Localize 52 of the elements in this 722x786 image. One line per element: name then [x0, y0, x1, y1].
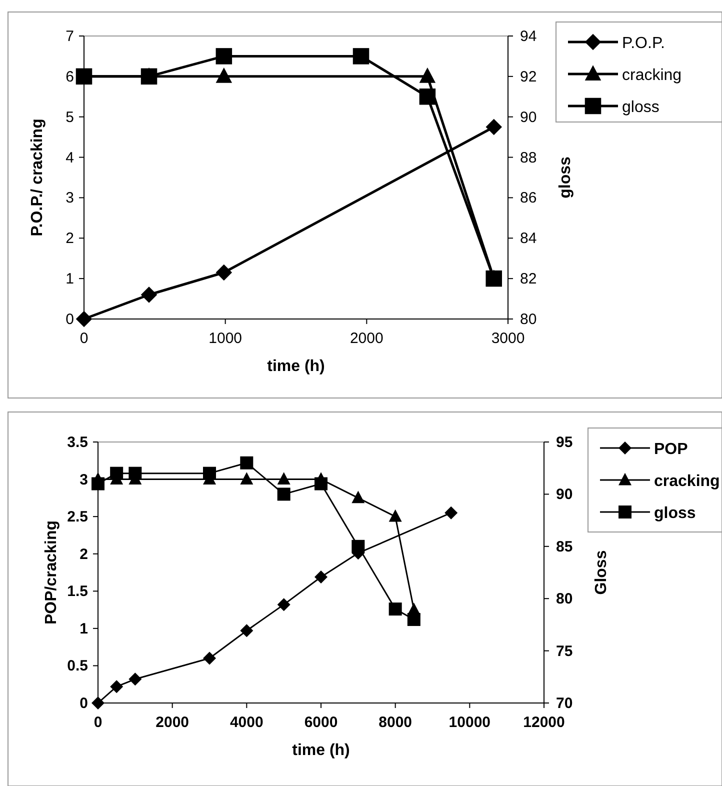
y2-tick-label: 70 [556, 695, 573, 712]
y2-tick-label: 86 [520, 190, 537, 207]
y-tick-label: 2 [80, 546, 88, 563]
x-tick-label: 3000 [491, 330, 525, 347]
y2-tick-label: 88 [520, 149, 537, 166]
legend-label: POP [654, 441, 688, 458]
y-tick-label: 7 [66, 28, 74, 45]
x-tick-label: 1000 [208, 330, 242, 347]
y2-tick-label: 94 [520, 28, 537, 45]
y-tick-label: 0.5 [67, 658, 88, 675]
y-tick-label: 2 [66, 230, 74, 248]
x-tick-label: 8000 [378, 714, 412, 731]
y2-tick-label: 85 [556, 538, 573, 556]
y-tick-label: 3 [80, 471, 88, 488]
y2-tick-label: 82 [520, 270, 537, 288]
y-tick-label: 3.5 [67, 434, 88, 451]
y2-tick-label: 75 [556, 642, 573, 660]
y-axis-title: P.O.P./ cracking [29, 118, 46, 236]
y2-axis-title: Gloss [593, 550, 610, 595]
y-tick-label: 5 [66, 108, 74, 126]
y-tick-label: 4 [66, 149, 74, 166]
y-tick-label: 0 [80, 695, 88, 712]
y-tick-label: 0 [66, 311, 74, 328]
y2-tick-label: 90 [556, 486, 573, 504]
x-tick-label: 0 [94, 714, 102, 731]
y2-tick-label: 84 [520, 230, 537, 248]
legend-label: P.O.P. [622, 35, 665, 52]
y2-axis-title: gloss [557, 156, 574, 198]
y-tick-label: 6 [66, 68, 74, 86]
x-axis-title: time (h) [267, 358, 325, 375]
y-tick-label: 3 [66, 190, 74, 207]
legend-label: gloss [622, 99, 660, 116]
y2-tick-label: 80 [556, 590, 573, 608]
y2-tick-label: 95 [556, 434, 573, 451]
y-tick-label: 1.5 [67, 583, 88, 600]
x-axis-title: time (h) [292, 742, 350, 759]
x-tick-label: 2000 [156, 714, 190, 731]
y2-tick-label: 80 [520, 311, 537, 328]
x-tick-label: 6000 [304, 714, 338, 731]
x-tick-label: 4000 [230, 714, 264, 731]
x-tick-label: 2000 [350, 330, 384, 347]
y2-tick-label: 90 [520, 108, 537, 126]
y-tick-label: 1 [66, 270, 74, 288]
y-tick-label: 2.5 [67, 508, 88, 526]
y2-tick-label: 92 [520, 68, 537, 86]
legend-label: cracking [654, 473, 720, 490]
y-axis-title: POP/cracking [43, 520, 60, 625]
x-tick-label: 12000 [523, 714, 565, 731]
legend-label: gloss [654, 505, 696, 522]
x-tick-label: 10000 [448, 714, 491, 731]
legend-label: cracking [622, 67, 682, 84]
y-tick-label: 1 [80, 620, 88, 638]
